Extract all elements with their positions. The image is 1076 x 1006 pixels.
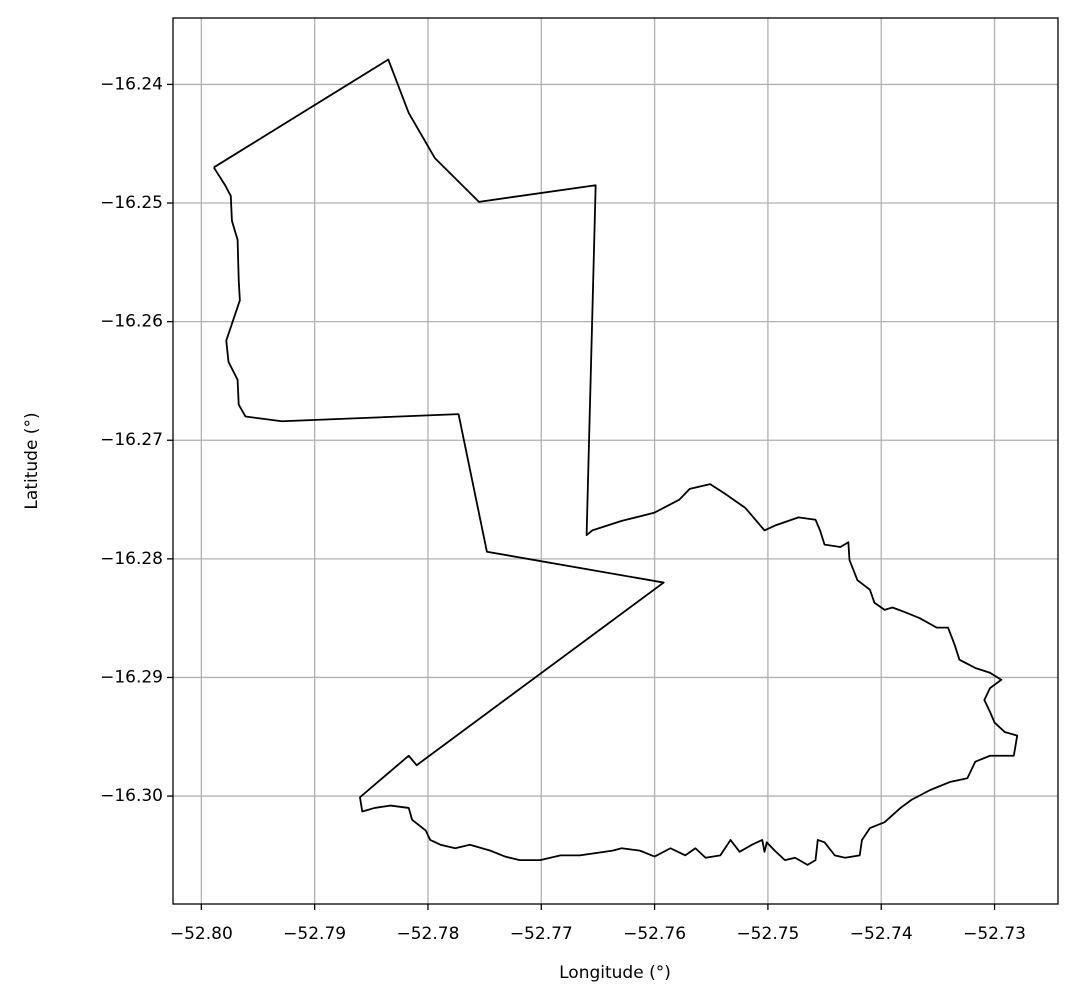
x-tick-label: −52.78 [397,924,460,944]
x-tick-label: −52.74 [850,924,913,944]
y-tick-label: −16.24 [100,74,163,94]
y-tick-label: −16.27 [100,430,163,450]
boundary-line [213,58,1019,866]
x-tick-label: −52.75 [736,924,799,944]
y-tick-label: −16.26 [100,312,163,332]
plot-frame [172,17,1059,905]
y-tick-label: −16.30 [100,786,163,806]
x-tick-label: −52.79 [283,924,346,944]
y-tick-label: −16.28 [100,549,163,569]
y-tick-label: −16.25 [100,193,163,213]
x-tick-label: −52.76 [623,924,686,944]
y-tick-label: −16.29 [100,667,163,687]
x-axis-label: Longitude (°) [559,963,671,983]
y-axis-label: Latitude (°) [22,412,42,509]
x-tick-label: −52.73 [963,924,1026,944]
x-tick-label: −52.77 [510,924,573,944]
x-tick-label: −52.80 [170,924,233,944]
